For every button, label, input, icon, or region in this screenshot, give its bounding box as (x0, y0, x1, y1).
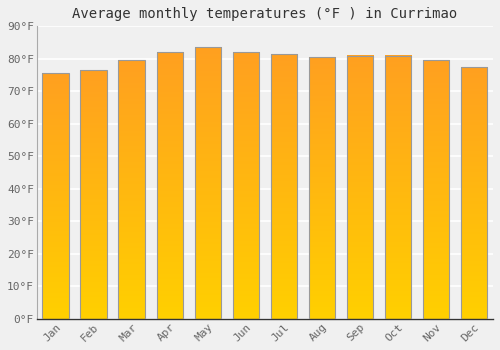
Bar (346, 56, 374, 319)
Bar (384, 56, 411, 319)
Bar (194, 47, 221, 319)
Bar (308, 57, 335, 319)
Bar (232, 52, 259, 319)
Bar (422, 61, 450, 319)
Bar (118, 61, 145, 319)
Bar (156, 52, 183, 319)
Bar (460, 67, 487, 319)
Bar (80, 70, 107, 319)
Bar (42, 74, 69, 319)
Title: Average monthly temperatures (°F ) in Currimao: Average monthly temperatures (°F ) in Cu… (72, 7, 458, 21)
Bar (270, 54, 297, 319)
